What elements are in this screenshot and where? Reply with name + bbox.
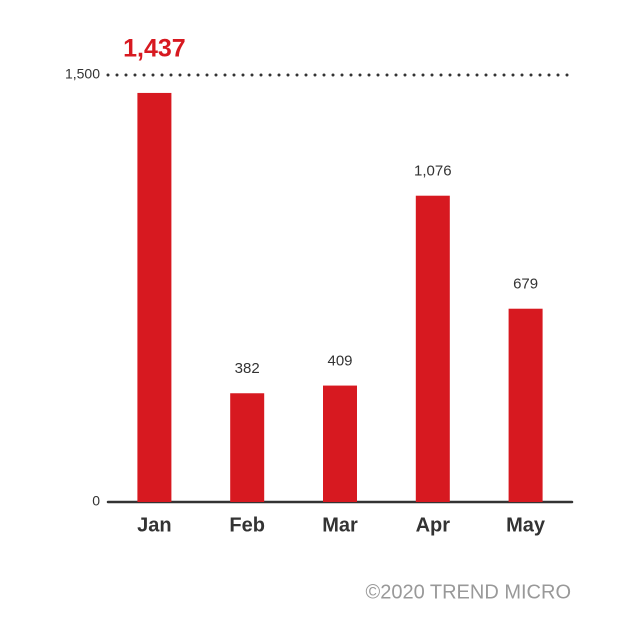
bar [137, 92, 172, 503]
footer: ©2020 TREND MICRO [365, 581, 571, 603]
value-label: 382 [235, 360, 260, 377]
x-tick-label: Feb [229, 514, 265, 536]
y-tick-label: 1,500 [65, 66, 100, 82]
value-label: 1,076 [414, 163, 452, 180]
y-tick-label: 0 [92, 493, 100, 509]
bar [230, 393, 265, 502]
bar [323, 385, 357, 502]
value-label: 409 [327, 353, 352, 370]
x-tick-label: Apr [416, 514, 451, 536]
x-tick-label: Mar [322, 514, 358, 536]
x-tick-label: Jan [137, 514, 171, 536]
x-tick-label: May [506, 514, 546, 536]
bar [415, 195, 450, 502]
bar [508, 308, 543, 502]
value-label: 1,437 [123, 35, 186, 63]
value-label: 679 [513, 276, 538, 293]
